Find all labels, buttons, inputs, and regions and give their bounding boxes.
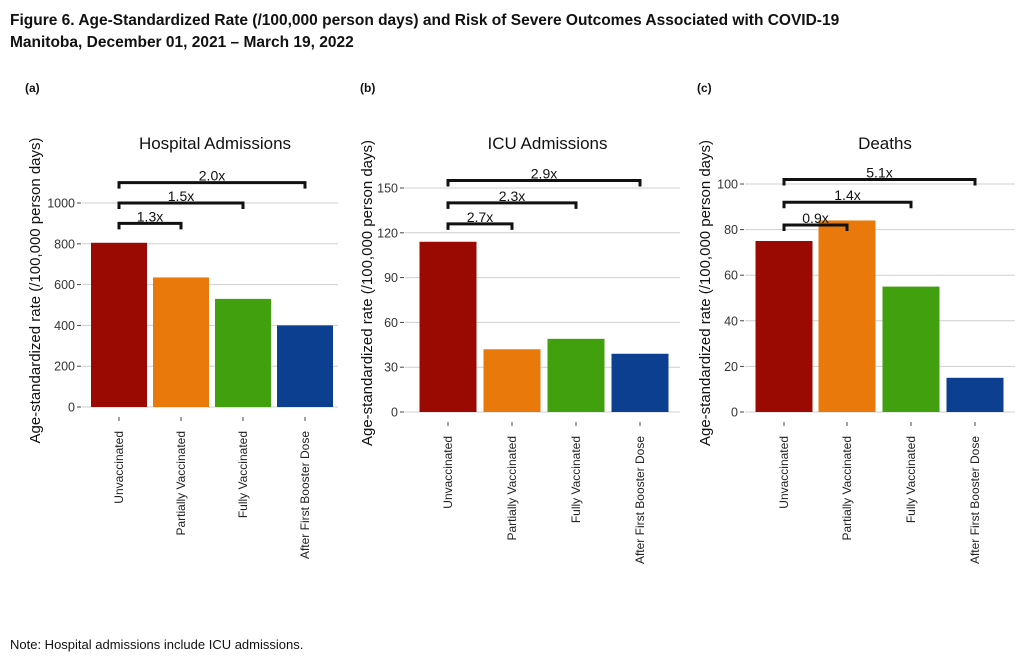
comparison-label: 2.3x [499,188,525,204]
bar-partially-vaccinated [153,277,209,407]
comparison-bracket [117,201,245,209]
y-tick-label: 0 [391,406,398,420]
bar-fully-vaccinated [215,298,271,407]
comparison-bracket [782,177,977,186]
comparison-bracket [446,222,514,230]
bar-partially-vaccinated [818,220,876,412]
comparison-label: 2.0x [199,168,225,184]
y-tick-label: 30 [384,361,398,375]
panel-label: (a) [25,81,40,95]
comparison-bracket [117,181,307,189]
x-tick-label: After First Booster Dose [298,431,312,559]
bar-fully-vaccinated [547,338,605,412]
bar-after-first-booster-dose [277,325,333,407]
y-tick-label: 60 [384,316,398,330]
y-tick-label: 0 [731,406,738,420]
bar-after-first-booster-dose [946,377,1004,412]
figure-title-line-2: Manitoba, December 01, 2021 – March 19, … [10,34,354,51]
comparison-bracket [782,223,849,232]
y-tick-label: 800 [54,237,75,251]
comparison-label: 1.3x [137,208,163,224]
chart-title: Deaths [858,134,912,153]
comparison-label: 5.1x [866,164,892,180]
y-axis-title: Age-standardized rate (/100,000 person d… [359,140,376,446]
bar-partially-vaccinated [483,349,541,412]
comparison-label: 2.7x [467,209,493,225]
figure-title: Figure 6. Age-Standardized Rate (/100,00… [10,10,839,54]
x-tick-label: Unvaccinated [112,431,126,504]
bar-unvaccinated [419,241,477,412]
x-tick-label: After First Booster Dose [633,436,647,564]
chart-title: ICU Admissions [488,134,608,153]
bar-unvaccinated [91,242,147,407]
y-tick-label: 400 [54,319,75,333]
y-tick-label: 0 [68,401,75,415]
bar-unvaccinated [755,241,813,412]
x-tick-label: Unvaccinated [441,436,455,509]
x-tick-label: After First Booster Dose [968,436,982,564]
comparison-label: 0.9x [802,210,828,226]
comparison-label: 1.5x [168,188,194,204]
comparison-bracket [446,201,578,209]
y-tick-label: 600 [54,278,75,292]
comparison-label: 2.9x [531,166,557,182]
figure-title-line-1: Figure 6. Age-Standardized Rate (/100,00… [10,12,840,29]
y-tick-label: 60 [724,269,738,283]
y-tick-label: 20 [724,360,738,374]
panel-label: (c) [697,81,712,95]
chart-title: Hospital Admissions [139,134,291,153]
y-tick-label: 120 [377,226,398,240]
y-tick-label: 150 [377,182,398,196]
bar-fully-vaccinated [882,286,940,412]
panel-label: (b) [360,81,375,95]
comparison-bracket [446,179,642,187]
x-tick-label: Fully Vaccinated [569,436,583,523]
x-tick-label: Unvaccinated [777,436,791,509]
y-tick-label: 1000 [47,197,75,211]
comparison-label: 1.4x [834,187,860,203]
y-axis-title: Age-standardized rate (/100,000 person d… [697,140,714,446]
x-tick-label: Partially Vaccinated [174,431,188,536]
comparison-bracket [782,200,913,209]
bar-after-first-booster-dose [611,353,669,412]
figure-note: Note: Hospital admissions include ICU ad… [10,637,304,652]
y-tick-label: 200 [54,360,75,374]
y-tick-label: 90 [384,271,398,285]
x-tick-label: Partially Vaccinated [505,436,519,541]
x-tick-label: Fully Vaccinated [236,431,250,518]
x-tick-label: Partially Vaccinated [840,436,854,541]
y-tick-label: 40 [724,314,738,328]
x-tick-label: Fully Vaccinated [904,436,918,523]
comparison-bracket [117,221,183,230]
y-tick-label: 80 [724,223,738,237]
y-axis-title: Age-standardized rate (/100,000 person d… [27,137,44,443]
y-tick-label: 100 [717,178,738,192]
